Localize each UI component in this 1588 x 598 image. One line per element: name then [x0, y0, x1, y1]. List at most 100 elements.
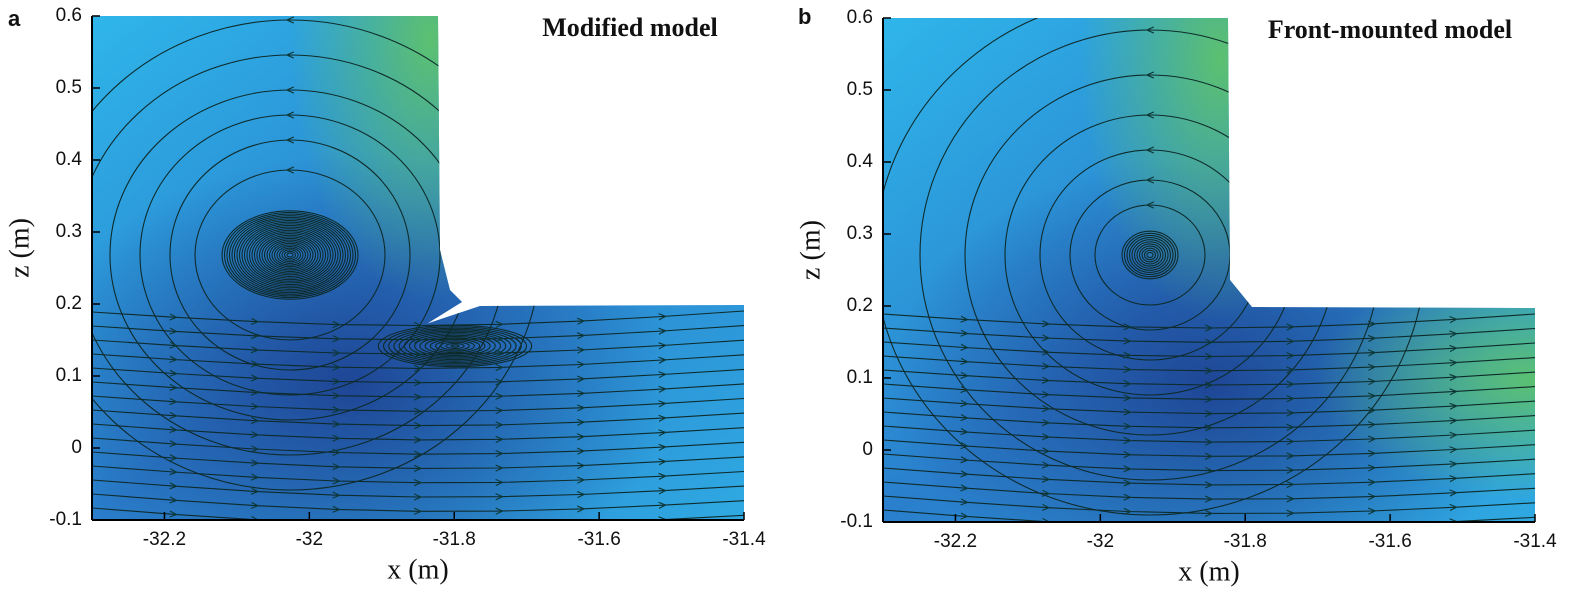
vortex-streamline	[236, 220, 344, 291]
y-tick-label: 0	[71, 437, 82, 458]
panel-label: a	[8, 6, 21, 31]
streamline	[883, 341, 1535, 357]
streamline	[92, 339, 744, 354]
panel: -32.2 -32 -31.8 -31.6 -31.4 -0.1 0 0.1 0.2 0.3 0.4…	[4, 5, 766, 585]
x-axis-label: x (m)	[387, 554, 448, 585]
vortex-streamline	[261, 236, 319, 274]
x-tick-label: -31.6	[1368, 531, 1411, 552]
streamline	[883, 397, 1535, 414]
streamline	[92, 507, 744, 520]
vortex-streamline	[1123, 232, 1177, 278]
streamline	[883, 313, 1535, 328]
chart-title: Front-mounted model	[1268, 15, 1512, 44]
chart-title: Modified model	[542, 13, 718, 42]
streamline	[92, 353, 744, 368]
streamline	[92, 367, 744, 383]
y-tick-label: 0.6	[847, 7, 873, 28]
vortex-streamline	[1131, 239, 1169, 271]
vortex-streamline	[243, 224, 337, 286]
streamline	[92, 409, 744, 426]
flow-field	[883, 18, 1535, 522]
vortex-streamline	[1141, 247, 1159, 263]
x-tick-label: -31.8	[433, 529, 476, 550]
y-axis-label: z (m)	[795, 220, 826, 280]
vortex-streamline	[271, 242, 309, 268]
y-tick-label: 0.2	[56, 293, 82, 314]
streamline	[92, 465, 744, 483]
streamline	[883, 327, 1535, 342]
vortex-streamline	[241, 223, 339, 287]
vortex-streamline	[283, 250, 297, 260]
streamline	[92, 479, 744, 497]
streamline	[92, 310, 744, 326]
x-tick-label: -32.2	[934, 531, 977, 552]
vortex-streamline	[278, 247, 302, 263]
y-tick-label: 0.5	[847, 79, 873, 100]
flow-field	[92, 16, 744, 520]
vortex-streamline	[228, 215, 352, 295]
x-tick-label: -32	[296, 529, 323, 550]
y-tick-label: 0.4	[56, 149, 83, 170]
streamline	[92, 395, 744, 411]
vortex-streamline	[238, 221, 342, 289]
vortex-streamline	[263, 237, 317, 273]
x-tick-label: -31.6	[577, 529, 620, 550]
x-axis-label: x (m)	[1178, 556, 1239, 587]
streamline	[883, 383, 1535, 399]
x-tick-label: -31.4	[722, 529, 766, 550]
vortex-streamline	[258, 234, 322, 276]
vortex-streamline	[223, 211, 357, 299]
vortex-streamline	[221, 210, 359, 300]
vortex-streamline	[233, 218, 347, 292]
streamline	[92, 437, 744, 454]
streamline	[92, 325, 744, 340]
streamline	[883, 453, 1535, 471]
x-tick-label: -31.8	[1224, 531, 1267, 552]
vortex-streamline	[266, 239, 314, 271]
y-tick-label: 0.2	[847, 295, 873, 316]
y-tick-label: 0.3	[56, 221, 82, 242]
streamline	[883, 369, 1535, 385]
vortex-streamline	[253, 231, 327, 279]
vortex-streamline	[1133, 241, 1167, 269]
streamline	[92, 423, 744, 440]
vortex-streamline	[248, 228, 332, 282]
y-tick-label: 0.1	[847, 367, 873, 388]
streamline	[92, 493, 744, 511]
y-tick-label: 0.5	[56, 77, 82, 98]
streamline	[883, 439, 1535, 456]
streamline	[883, 481, 1535, 499]
vortex-streamline	[276, 246, 304, 265]
vortex-streamline	[231, 216, 349, 294]
panel: -32.2 -32 -31.8 -31.6 -31.4 -0.1 0 0.1 0.2 0.3 0.4…	[795, 4, 1557, 588]
vortex-streamline	[251, 229, 329, 281]
y-tick-label: 0.1	[56, 365, 82, 386]
vortex-streamline	[246, 226, 334, 284]
streamline	[883, 467, 1535, 485]
streamline	[883, 425, 1535, 442]
x-tick-label: -32	[1087, 531, 1114, 552]
y-tick-label: 0	[862, 439, 873, 460]
y-tick-label: 0.4	[847, 151, 874, 172]
streamline	[92, 451, 744, 468]
vortex-streamline	[281, 249, 299, 261]
vortex-streamline	[1146, 251, 1154, 259]
x-tick-label: -31.4	[1513, 531, 1557, 552]
vortex-streamline	[1143, 249, 1157, 261]
vortex-streamline	[256, 233, 324, 278]
vortex-streamline	[1128, 237, 1172, 273]
vortex-streamline	[286, 252, 294, 258]
vortex-streamline	[1121, 230, 1179, 280]
streamline	[883, 411, 1535, 428]
y-axis-label: z (m)	[4, 218, 35, 278]
streamline	[883, 355, 1535, 371]
y-tick-label: -0.1	[49, 509, 82, 530]
panel-label: b	[798, 4, 811, 29]
y-tick-label: 0.3	[847, 223, 873, 244]
x-tick-label: -32.2	[143, 529, 186, 550]
streamline	[1094, 205, 1206, 306]
vortex-streamline	[1126, 234, 1174, 276]
vortex-streamline	[1136, 243, 1164, 267]
